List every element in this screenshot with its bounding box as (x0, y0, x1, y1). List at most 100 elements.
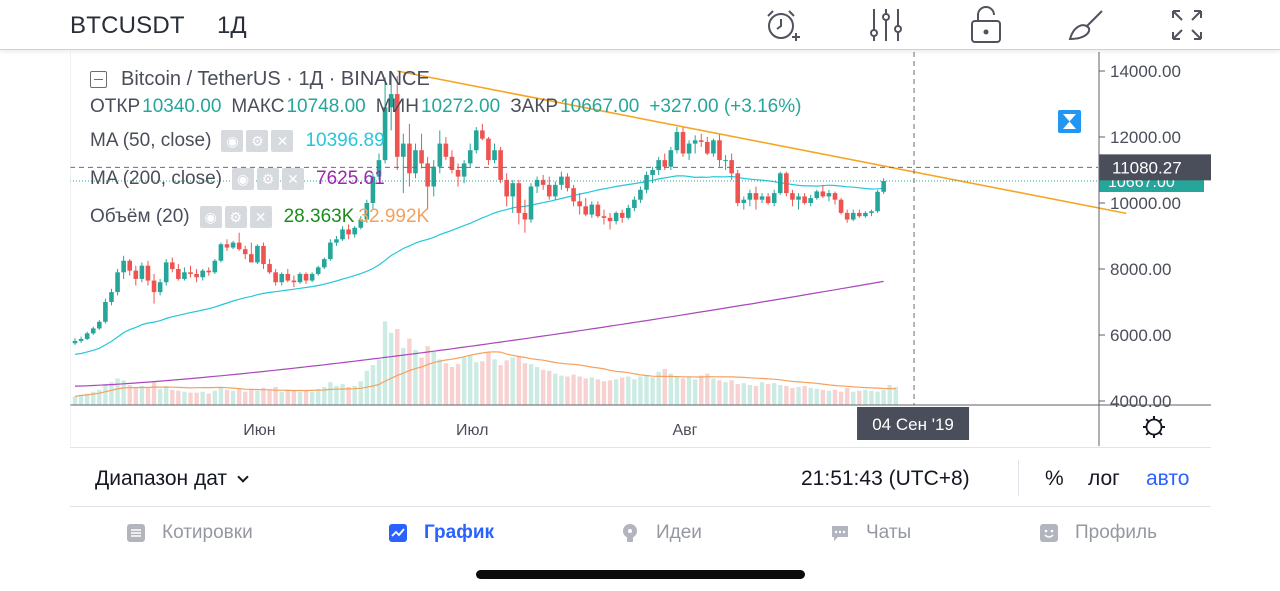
settings-icon[interactable]: ⚙ (257, 168, 279, 190)
candle-body (741, 199, 747, 203)
candle-body (869, 211, 874, 213)
percent-scale-toggle[interactable]: % (1045, 467, 1064, 490)
crosshair-price-label-bg (1099, 154, 1211, 181)
candle-body (455, 170, 461, 177)
indicator-ma50[interactable]: MA (50, close) ◉ ⚙ ✕ 10396.89 (90, 130, 385, 152)
indicators-icon[interactable] (866, 5, 906, 45)
candle-body (863, 212, 868, 217)
indicator-volume[interactable]: Объём (20) ◉ ⚙ ✕ 28.363K 32.992K (90, 206, 429, 228)
volume-bar (480, 361, 485, 405)
candle-body (705, 141, 710, 154)
volume-ma-line (74, 351, 896, 397)
volume-bar (656, 371, 661, 405)
clock-timezone[interactable]: 21:51:43 (UTC+8) (801, 467, 970, 490)
interval-selector[interactable]: 1Д (217, 12, 247, 39)
crosshair-date-label-bg (857, 407, 970, 440)
volume-bar (425, 346, 430, 405)
price-tick-label: 6000.00 (1110, 326, 1171, 345)
scroll-to-realtime-button[interactable] (1058, 110, 1081, 133)
chevron-down-icon (237, 471, 249, 483)
volume-bar (808, 387, 813, 405)
collapse-legend-icon[interactable] (90, 71, 107, 88)
volume-bar (316, 388, 321, 405)
volume-bar (346, 386, 351, 405)
candle-body (698, 140, 704, 142)
indicator-value-ma: 32.992K (358, 206, 430, 227)
candle-body (559, 176, 564, 185)
volume-bar (91, 391, 96, 405)
price-tick-label: 12000.00 (1110, 128, 1181, 147)
volume-bar (851, 391, 856, 405)
volume-bar (869, 390, 874, 405)
date-range-button[interactable]: Диапазон дат (95, 467, 249, 491)
price-chart[interactable]: 10667.00 11080.27 04 Сен '19 14000.00 12000… (70, 52, 1211, 446)
volume-bar (382, 321, 388, 405)
eye-icon[interactable]: ◉ (232, 168, 254, 190)
candle-body (151, 280, 157, 293)
candle-body (516, 183, 522, 213)
indicator-ma200[interactable]: MA (200, close) ◉ ⚙ ✕ 7625.61 (90, 168, 385, 190)
tab-ideas[interactable]: Идеи (620, 522, 702, 544)
chart-area[interactable]: 10667.00 11080.27 04 Сен '19 14000.00 12000… (70, 52, 1211, 446)
close-icon[interactable]: ✕ (249, 206, 272, 228)
candle-body (486, 138, 491, 161)
candle-body (388, 94, 394, 108)
candle-body (431, 166, 437, 187)
gear-tooth (1158, 418, 1163, 423)
volume-bar (583, 378, 588, 405)
candle-body (407, 143, 412, 174)
tab-chats[interactable]: Чаты (830, 522, 911, 544)
low-label: МИН (375, 96, 419, 117)
candle-body (711, 140, 716, 154)
candle-body (577, 201, 582, 207)
close-icon[interactable]: ✕ (271, 130, 294, 152)
candle-body (540, 179, 546, 185)
home-indicator[interactable] (476, 570, 805, 579)
alarm-add-icon[interactable] (762, 5, 802, 45)
eye-icon[interactable]: ◉ (199, 206, 222, 228)
symbol-name[interactable]: BTCUSDT (70, 12, 185, 39)
volume-bar (376, 359, 382, 405)
candle-body (644, 174, 649, 190)
tab-quotes[interactable]: Котировки (126, 522, 253, 544)
indicator-name: MA (50, close) (90, 130, 212, 151)
indicator-value: 7625.61 (316, 168, 385, 189)
fullscreen-icon[interactable] (1167, 5, 1207, 45)
candle-body (163, 262, 169, 283)
volume-bar (230, 390, 236, 405)
settings-gear-icon[interactable] (1143, 416, 1165, 438)
drawing-brush-icon[interactable] (1066, 5, 1106, 45)
candle-body (571, 188, 576, 202)
volume-bar (388, 332, 394, 405)
tab-profile[interactable]: Профиль (1039, 522, 1157, 544)
volume-bar (486, 352, 491, 405)
candle-body (425, 163, 430, 187)
candle-body (121, 260, 126, 273)
settings-icon[interactable]: ⚙ (246, 130, 269, 152)
volume-bar (461, 357, 467, 405)
candle-body (467, 150, 473, 164)
settings-icon[interactable]: ⚙ (224, 206, 247, 228)
auto-scale-toggle[interactable]: авто (1146, 467, 1190, 490)
log-scale-toggle[interactable]: лог (1088, 467, 1120, 490)
volume-bar (540, 369, 546, 405)
volume-bar (765, 384, 771, 405)
volume-bar (802, 386, 807, 405)
chart-controls-bar: Диапазон дат 21:51:43 (UTC+8) % лог авто (70, 447, 1211, 507)
volume-bar (814, 388, 819, 405)
close-icon[interactable]: ✕ (282, 168, 304, 190)
tab-chart[interactable]: График (388, 522, 494, 544)
candle-body (358, 219, 364, 228)
candle-body (875, 191, 880, 212)
tab-label: Чаты (866, 522, 912, 543)
volume-bar (510, 357, 515, 405)
candle-body (808, 198, 813, 203)
candle-body (127, 260, 133, 271)
eye-icon[interactable]: ◉ (221, 130, 244, 152)
volume-bar (474, 362, 479, 405)
lock-icon[interactable] (966, 5, 1006, 45)
candle-body (826, 193, 832, 197)
volume-bar (297, 391, 303, 405)
volume-bar (340, 384, 345, 405)
candle-body (139, 265, 145, 279)
